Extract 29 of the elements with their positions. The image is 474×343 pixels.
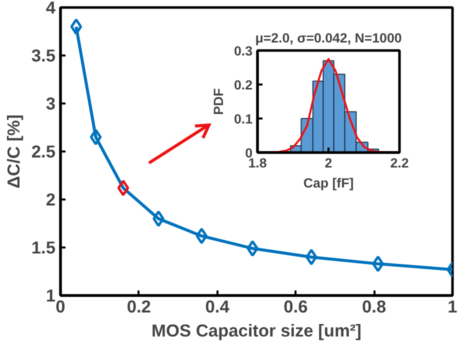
point (305, 248, 318, 266)
point (70, 18, 82, 35)
y-tick-label: 3.5 (31, 46, 56, 66)
y-tick-label: 0.1 (234, 112, 254, 126)
x-tick-label: 0.6 (284, 296, 308, 316)
x-axis-title: MOS Capacitor size [um²] (152, 320, 362, 340)
y-tick-label: 4 (46, 0, 56, 18)
chart-title: μ=2.0, σ=0.042, N=1000 (255, 30, 402, 46)
x-tick-label: 2.2 (390, 156, 409, 170)
point (246, 240, 258, 257)
y-tick-label: 3 (46, 94, 56, 114)
point (90, 128, 102, 146)
y-axis-title: ΔC/C [%] (3, 114, 24, 189)
x-tick-label: 1 (448, 296, 458, 316)
y-tick-label: 2.5 (31, 142, 56, 162)
y-tick-label: 0.3 (234, 44, 253, 58)
y-axis-title: PDF (210, 88, 226, 115)
y-tick-label: 1.5 (31, 238, 56, 258)
point (152, 210, 164, 227)
point (196, 228, 208, 244)
point (372, 256, 384, 272)
x-tick-label: 0.4 (205, 296, 230, 316)
y-tick-label: 2 (46, 190, 56, 210)
x-axis-title: Cap [fF] (303, 176, 354, 190)
x-tick-label: 2 (324, 156, 332, 170)
point (117, 180, 130, 196)
y-tick-label: 0.2 (234, 78, 253, 92)
x-tick-label: 0.2 (126, 296, 151, 316)
x-tick-label: 0.8 (362, 296, 387, 316)
